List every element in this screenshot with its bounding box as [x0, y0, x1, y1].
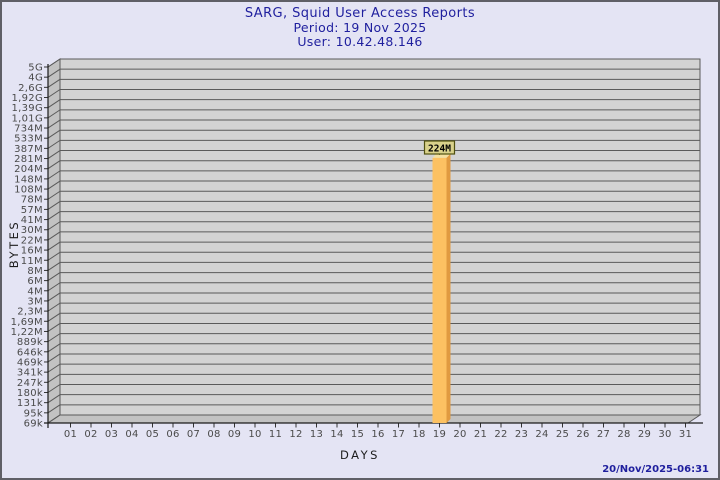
x-tick-label: 07 — [187, 429, 200, 440]
y-tick-label: 57M — [21, 205, 43, 216]
x-tick-label: 18 — [412, 429, 425, 440]
report-title: SARG, Squid User Access Reports — [244, 6, 476, 21]
y-tick-label: 646k — [17, 347, 43, 358]
x-tick-label: 04 — [125, 429, 138, 440]
y-tick-label: 6M — [27, 276, 43, 287]
x-tick-label: 03 — [105, 429, 118, 440]
y-tick-label: 387M — [14, 144, 43, 155]
y-tick-label: 30M — [21, 225, 43, 236]
report-period: Period: 19 Nov 2025 — [293, 20, 427, 35]
y-tick-label: 1,39G — [11, 103, 43, 114]
generation-timestamp: 20/Nov/2025-06:31 — [602, 464, 709, 475]
x-tick-label: 02 — [84, 429, 97, 440]
x-tick-label: 26 — [576, 429, 589, 440]
y-tick-label: 11M — [21, 256, 43, 267]
y-tick-label: 734M — [14, 124, 43, 135]
bar-top-face — [432, 153, 451, 158]
y-tick-label: 148M — [14, 174, 43, 185]
y-tick-label: 2,3M — [17, 307, 43, 318]
y-tick-label: 5G — [28, 63, 43, 74]
y-tick-label: 889k — [17, 337, 43, 348]
y-tick-label: 108M — [14, 185, 43, 196]
x-tick-label: 17 — [392, 429, 405, 440]
y-tick-label: 78M — [21, 195, 43, 206]
x-tick-label: 24 — [535, 429, 548, 440]
x-tick-label: 31 — [679, 429, 692, 440]
x-tick-label: 28 — [617, 429, 630, 440]
y-tick-label: 341k — [17, 368, 43, 379]
x-tick-label: 25 — [556, 429, 569, 440]
y-tick-label: 247k — [17, 378, 43, 389]
x-tick-label: 30 — [658, 429, 671, 440]
bar-day-19: 224M — [423, 140, 456, 424]
y-tick-label: 533M — [14, 134, 43, 145]
y-tick-label: 22M — [21, 235, 43, 246]
y-tick-label: 4M — [27, 286, 43, 297]
x-tick-label: 19 — [433, 429, 446, 440]
x-tick-label: 15 — [351, 429, 364, 440]
x-tick-label: 12 — [289, 429, 302, 440]
bar-side-face — [446, 153, 451, 424]
x-tick-label: 29 — [638, 429, 651, 440]
y-tick-label: 8M — [27, 266, 43, 277]
x-tick-label: 08 — [207, 429, 220, 440]
x-tick-label: 14 — [330, 429, 343, 440]
bar-front-face — [432, 157, 447, 424]
x-tick-label: 16 — [371, 429, 384, 440]
report-user: User: 10.42.48.146 — [297, 34, 423, 49]
gridlines — [47, 58, 700, 424]
y-tick-label: 1,01G — [11, 113, 43, 124]
y-axis-title: BYTES — [7, 219, 21, 269]
bottom-wall — [46, 414, 702, 424]
x-tick-label: 27 — [597, 429, 610, 440]
x-tick-label: 20 — [453, 429, 466, 440]
y-tick-label: 1,22M — [11, 327, 43, 338]
x-axis-title: DAYS — [340, 448, 380, 462]
y-tick-label: 3M — [27, 296, 43, 307]
x-tick-label: 10 — [248, 429, 261, 440]
y-tick-label: 131k — [17, 398, 43, 409]
report-title-block: SARG, Squid User Access Reports Period: … — [0, 6, 720, 49]
x-tick-label: 11 — [269, 429, 282, 440]
x-tick-label: 23 — [515, 429, 528, 440]
y-tick-label: 2,6G — [18, 83, 43, 94]
x-tick-label: 22 — [494, 429, 507, 440]
y-tick-label: 16M — [21, 246, 43, 257]
x-tick-label: 21 — [474, 429, 487, 440]
plot-area — [59, 58, 701, 416]
x-tick-label: 01 — [64, 429, 77, 440]
x-tick-label: 06 — [166, 429, 179, 440]
x-axis-tick-labels: 01 02 03 04 05 06 07 08 09 10 11 12 13 14 15 16 17 18 19 20… — [64, 423, 692, 440]
x-tick-label: 09 — [228, 429, 241, 440]
y-tick-label: 1,92G — [11, 93, 43, 104]
y-tick-label: 69k — [24, 419, 43, 430]
y-tick-label: 180k — [17, 388, 43, 399]
y-tick-label: 469k — [17, 357, 43, 368]
y-tick-label: 41M — [21, 215, 43, 226]
x-tick-label: 13 — [310, 429, 323, 440]
bar-value-annotation-box — [423, 140, 456, 155]
y-tick-label: 1,69M — [11, 317, 43, 328]
y-tick-label: 204M — [14, 164, 43, 175]
y-axis-tick-labels: 5G4G2,6G1,92G1,39G1,01G734M533M387M281M2… — [11, 63, 48, 430]
y-tick-label: 95k — [24, 408, 43, 419]
y-tick-label: 4G — [28, 73, 43, 84]
x-tick-label: 05 — [146, 429, 159, 440]
y-tick-label: 281M — [14, 154, 43, 165]
bar-value-label: 224M — [428, 144, 451, 155]
